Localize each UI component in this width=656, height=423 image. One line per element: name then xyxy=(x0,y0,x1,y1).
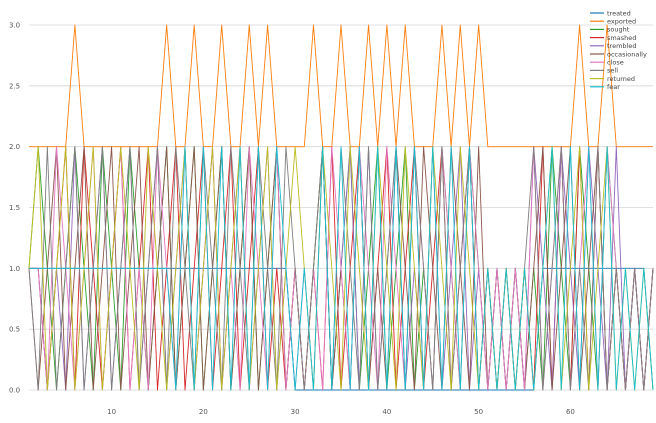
series-lines xyxy=(28,24,654,391)
x-tick-label-1: 20 xyxy=(199,408,208,416)
x-tick-label-3: 40 xyxy=(382,408,391,416)
legend-label-exported: exported xyxy=(607,18,636,26)
x-tick-label-2: 30 xyxy=(291,408,300,416)
legend-label-trembled: trembled xyxy=(607,42,636,50)
y-tick-label-1: 0.5 xyxy=(9,326,20,334)
x-axis-tick-labels: 10 20 30 40 50 60 xyxy=(107,408,575,416)
y-tick-label-2: 1.0 xyxy=(9,265,20,273)
legend-label-returned: returned xyxy=(607,75,635,83)
y-tick-label-4: 2.0 xyxy=(9,143,20,151)
legend-label-occasionally: occasionally xyxy=(607,50,647,58)
x-tick-label-5: 60 xyxy=(566,408,575,416)
legend-label-fear: fear xyxy=(607,83,620,91)
legend-label-smashed: smashed xyxy=(607,34,636,42)
legend: treatedexportedsoughtsmashedtrembledocca… xyxy=(590,9,647,91)
x-tick-label-0: 10 xyxy=(107,408,116,416)
legend-label-treated: treated xyxy=(607,9,631,17)
legend-label-close: close xyxy=(607,59,624,67)
y-tick-label-3: 1.5 xyxy=(9,204,20,212)
y-tick-label-6: 3.0 xyxy=(9,22,20,30)
series-line-exported xyxy=(29,24,653,148)
legend-label-sought: sought xyxy=(607,26,630,34)
y-tick-label-0: 0.0 xyxy=(9,387,20,395)
series-line-fear xyxy=(29,146,654,391)
y-tick-label-5: 2.5 xyxy=(9,82,20,90)
x-tick-label-4: 50 xyxy=(474,408,483,416)
y-axis-tick-labels: 0.0 0.5 1.0 1.5 2.0 2.5 3.0 xyxy=(9,22,20,395)
legend-label-sell: sell xyxy=(607,67,618,75)
